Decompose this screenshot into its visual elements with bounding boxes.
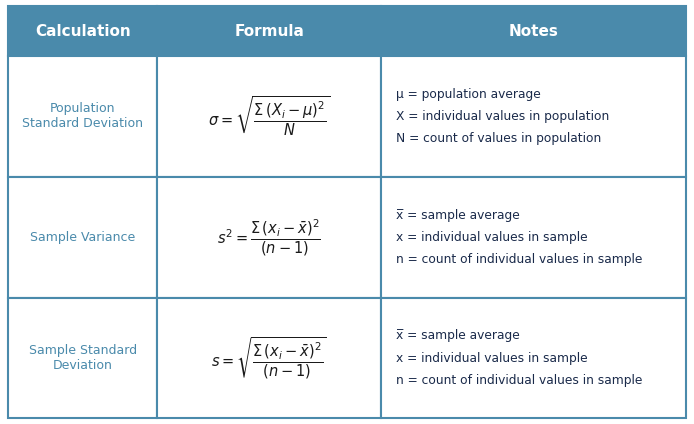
Text: X = individual values in population: X = individual values in population [396, 110, 609, 123]
Bar [158, 56, 381, 177]
Bar [381, 56, 686, 177]
Bar [158, 6, 381, 56]
Bar [158, 298, 381, 418]
Bar [8, 56, 158, 177]
Text: N = count of values in population: N = count of values in population [396, 132, 602, 145]
Bar [158, 177, 381, 298]
Text: μ = population average: μ = population average [396, 88, 541, 101]
Text: x̅ = sample average: x̅ = sample average [396, 209, 520, 222]
Text: Population
Standard Deviation: Population Standard Deviation [22, 102, 144, 130]
Text: Sample Standard
Deviation: Sample Standard Deviation [28, 344, 137, 372]
Bar [8, 298, 158, 418]
Bar [381, 177, 686, 298]
Text: Formula: Formula [234, 24, 304, 39]
Text: x = individual values in sample: x = individual values in sample [396, 231, 588, 244]
Text: n = count of individual values in sample: n = count of individual values in sample [396, 374, 643, 387]
Bar [8, 6, 158, 56]
Bar [8, 177, 158, 298]
Text: $s^2 = \dfrac{\Sigma\,(x_i - \bar{x})^2}{(n - 1)}$: $s^2 = \dfrac{\Sigma\,(x_i - \bar{x})^2}… [217, 218, 321, 258]
Text: n = count of individual values in sample: n = count of individual values in sample [396, 253, 643, 266]
Text: $s = \sqrt{\dfrac{\Sigma\,(x_i - \bar{x})^2}{(n - 1)}}$: $s = \sqrt{\dfrac{\Sigma\,(x_i - \bar{x}… [211, 335, 327, 381]
Bar [381, 298, 686, 418]
Text: x̅ = sample average: x̅ = sample average [396, 329, 520, 343]
Text: Sample Variance: Sample Variance [31, 231, 135, 244]
Text: x = individual values in sample: x = individual values in sample [396, 351, 588, 365]
Text: Notes: Notes [508, 24, 558, 39]
Text: Calculation: Calculation [35, 24, 130, 39]
Bar [381, 6, 686, 56]
Text: $\sigma = \sqrt{\dfrac{\Sigma\,(X_i - \mu)^2}{N}}$: $\sigma = \sqrt{\dfrac{\Sigma\,(X_i - \m… [208, 95, 330, 138]
